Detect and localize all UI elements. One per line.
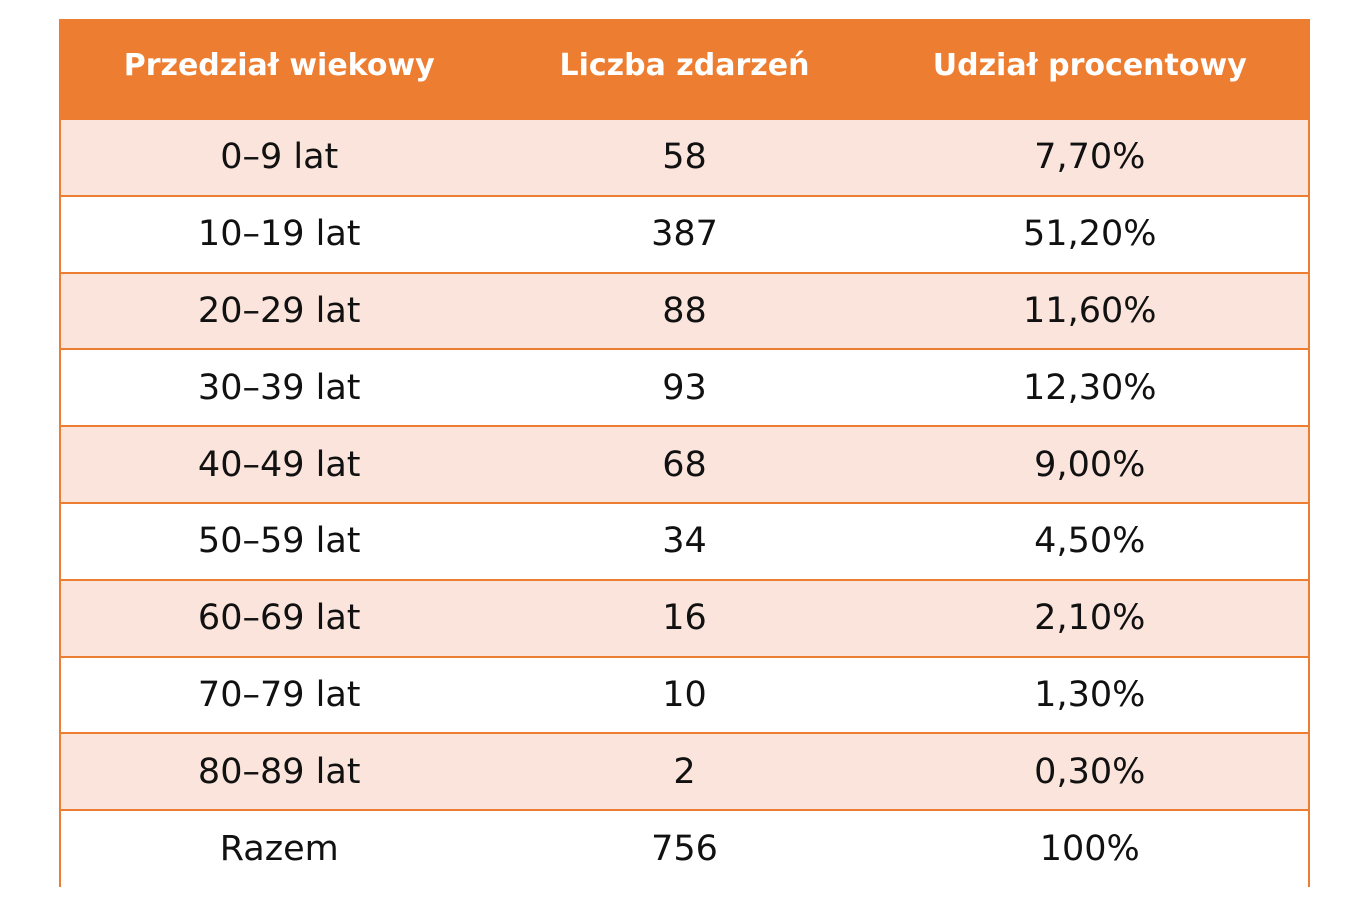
cell-age-range: 0–9 lat bbox=[61, 118, 498, 196]
cell-percentage: 11,60% bbox=[871, 271, 1308, 350]
cell-percentage: 51,20% bbox=[871, 194, 1308, 273]
header-percentage: Udział procentowy bbox=[871, 21, 1308, 119]
cell-percentage: 2,10% bbox=[871, 578, 1308, 657]
cell-percentage: 7,70% bbox=[871, 118, 1308, 196]
table-row: 60–69 lat 16 2,10% bbox=[61, 578, 1308, 657]
cell-age-range: 50–59 lat bbox=[61, 501, 498, 580]
cell-age-range: 80–89 lat bbox=[61, 732, 498, 811]
table-row: 40–49 lat 68 9,00% bbox=[61, 425, 1308, 503]
cell-percentage: 4,50% bbox=[871, 501, 1308, 580]
age-distribution-table: Przedział wiekowy Liczba zdarzeń Udział … bbox=[61, 21, 1308, 887]
cell-age-range: 10–19 lat bbox=[61, 194, 498, 273]
cell-age-range: 60–69 lat bbox=[61, 578, 498, 657]
cell-total-count: 756 bbox=[497, 809, 872, 887]
cell-age-range: 40–49 lat bbox=[61, 425, 498, 503]
cell-event-count: 34 bbox=[497, 501, 872, 580]
cell-event-count: 93 bbox=[497, 348, 872, 427]
table-total-row: Razem 756 100% bbox=[61, 809, 1308, 887]
table-row: 20–29 lat 88 11,60% bbox=[61, 271, 1308, 350]
cell-percentage: 9,00% bbox=[871, 425, 1308, 503]
cell-event-count: 16 bbox=[497, 578, 872, 657]
cell-event-count: 10 bbox=[497, 655, 872, 734]
header-age-range: Przedział wiekowy bbox=[61, 21, 498, 119]
table-row: 0–9 lat 58 7,70% bbox=[61, 118, 1308, 196]
table-row: 80–89 lat 2 0,30% bbox=[61, 732, 1308, 811]
cell-percentage: 0,30% bbox=[871, 732, 1308, 811]
cell-percentage: 12,30% bbox=[871, 348, 1308, 427]
cell-event-count: 68 bbox=[497, 425, 872, 503]
cell-age-range: 20–29 lat bbox=[61, 271, 498, 350]
cell-percentage: 1,30% bbox=[871, 655, 1308, 734]
cell-event-count: 88 bbox=[497, 271, 872, 350]
cell-event-count: 58 bbox=[497, 118, 872, 196]
table-row: 70–79 lat 10 1,30% bbox=[61, 655, 1308, 734]
cell-total-percentage: 100% bbox=[871, 809, 1308, 887]
cell-event-count: 2 bbox=[497, 732, 872, 811]
cell-total-label: Razem bbox=[61, 809, 498, 887]
table-row: 50–59 lat 34 4,50% bbox=[61, 501, 1308, 580]
cell-age-range: 70–79 lat bbox=[61, 655, 498, 734]
table-header-row: Przedział wiekowy Liczba zdarzeń Udział … bbox=[61, 21, 1308, 119]
cell-age-range: 30–39 lat bbox=[61, 348, 498, 427]
age-distribution-table-frame: Przedział wiekowy Liczba zdarzeń Udział … bbox=[59, 19, 1310, 887]
table-row: 10–19 lat 387 51,20% bbox=[61, 194, 1308, 273]
header-event-count: Liczba zdarzeń bbox=[497, 21, 872, 119]
cell-event-count: 387 bbox=[497, 194, 872, 273]
table-row: 30–39 lat 93 12,30% bbox=[61, 348, 1308, 427]
